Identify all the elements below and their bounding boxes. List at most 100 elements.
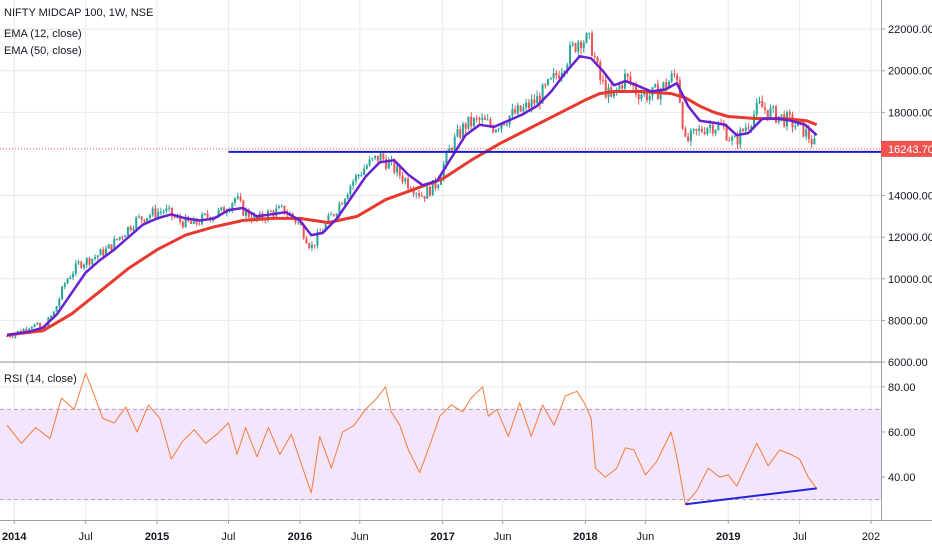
candle-body: [728, 140, 731, 142]
time-axis-label: 2016: [288, 531, 312, 543]
candle-body: [459, 129, 462, 138]
ema12-legend[interactable]: EMA (12, close): [4, 28, 82, 40]
candle-body: [769, 107, 772, 119]
time-axis-label: 2017: [430, 531, 454, 543]
candle-body: [456, 129, 459, 137]
candle-body: [794, 125, 797, 128]
candle-body: [420, 195, 423, 197]
price-axis-label: 20000.00: [888, 66, 932, 78]
candle-body: [39, 323, 42, 328]
candle-body: [700, 128, 703, 132]
candle-body: [500, 124, 503, 129]
candle-body: [6, 335, 9, 337]
candle-body: [527, 102, 530, 109]
candle-body: [648, 95, 651, 101]
candle-body: [612, 90, 615, 97]
candle-body: [88, 258, 91, 265]
candle-body: [8, 336, 11, 338]
candle-body: [352, 181, 355, 186]
candle-body: [124, 235, 127, 238]
candle-body: [571, 43, 574, 46]
candle-body: [629, 76, 632, 84]
candle-body: [341, 203, 344, 205]
candle-body: [66, 278, 69, 284]
candle-body: [269, 211, 272, 213]
candle-body: [698, 128, 701, 131]
candle-body: [599, 62, 602, 80]
candle-body: [396, 165, 399, 173]
rsi-legend[interactable]: RSI (14, close): [4, 373, 77, 385]
candle-body: [692, 128, 695, 131]
candle-body: [217, 210, 220, 216]
candle-body: [102, 249, 105, 256]
candle-body: [555, 73, 558, 76]
rsi-axis-label: 40.00: [888, 472, 916, 484]
candle-body: [687, 136, 690, 142]
time-axis-label: 2014: [2, 531, 27, 543]
candle-body: [159, 211, 162, 213]
candle-body: [363, 168, 366, 175]
candle-body: [376, 155, 379, 161]
candle-body: [580, 41, 583, 49]
candle-body: [115, 238, 118, 240]
candle-body: [577, 41, 580, 52]
chart-title-legend[interactable]: NIFTY MIDCAP 100, 1W, NSE: [4, 7, 154, 19]
candle-body: [110, 244, 113, 250]
candle-body: [766, 109, 769, 119]
candle-body: [239, 196, 242, 201]
candle-body: [739, 129, 742, 145]
rsi-divergence-trendline[interactable]: [685, 487, 817, 506]
candle-body: [689, 130, 692, 142]
time-axis-label: Jul: [221, 531, 235, 543]
rsi-axis-label: 80.00: [888, 382, 916, 394]
candle-body: [758, 101, 761, 103]
candle-body: [245, 209, 248, 216]
candle-body: [170, 207, 173, 217]
candle-body: [140, 216, 143, 220]
candle-body: [143, 219, 146, 222]
candle-body: [173, 216, 176, 218]
candle-body: [673, 73, 676, 75]
candle-body: [662, 82, 665, 90]
candle-body: [203, 213, 206, 215]
candle-body: [327, 215, 330, 223]
time-axis[interactable]: 2014 Jul 2015 Jul 2016 Jun 2017 Jun 2018 Jun 2019 J…: [2, 520, 880, 543]
candle-body: [464, 123, 467, 129]
candle-body: [709, 124, 712, 128]
price-axis[interactable]: 22000.00 20000.00 18000.00 14000.00 12000.00…: [881, 24, 932, 369]
candle-body: [774, 106, 777, 123]
candle-body: [283, 205, 286, 214]
candle-body: [536, 96, 539, 104]
candle-body: [357, 174, 360, 176]
candle-body: [91, 258, 94, 265]
candle-body: [407, 178, 410, 189]
candle-body: [566, 64, 569, 72]
candle-body: [813, 138, 816, 145]
candle-body: [236, 196, 239, 199]
candle-body: [706, 127, 709, 134]
candle-body: [588, 33, 591, 35]
candle-body: [22, 328, 25, 333]
ema50-line: [6, 90, 818, 337]
candle-body: [324, 222, 327, 231]
candle-body: [36, 323, 39, 325]
candle-body: [742, 129, 745, 131]
last-price-badge: 16243.70: [881, 140, 932, 157]
candle-body: [492, 125, 495, 133]
candle-body: [489, 119, 492, 126]
candle-body: [596, 57, 599, 63]
candle-body: [733, 136, 736, 138]
rsi-axis[interactable]: 80.00 60.00 40.00: [881, 382, 916, 484]
candle-body: [157, 211, 160, 218]
ema50-legend[interactable]: EMA (50, close): [4, 45, 82, 57]
candle-body: [429, 186, 432, 196]
candle-body: [72, 273, 75, 278]
candle-body: [162, 211, 165, 213]
candle-body: [412, 190, 415, 195]
candle-body: [30, 326, 33, 329]
candle-body: [338, 203, 341, 215]
candle-body: [135, 217, 138, 229]
candle-body: [148, 215, 151, 218]
candle-body: [313, 244, 316, 246]
